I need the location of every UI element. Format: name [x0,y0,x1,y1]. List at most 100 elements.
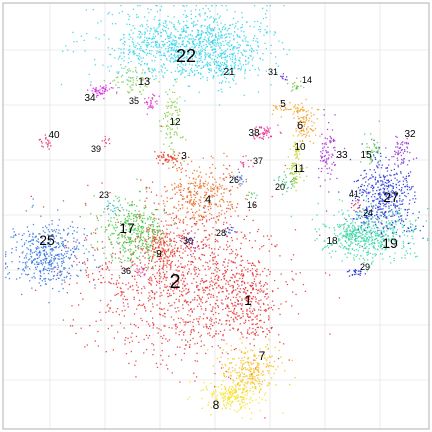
data-point [146,52,149,54]
data-point [146,241,148,243]
data-point [139,262,141,264]
data-point [209,254,212,257]
data-point [306,132,308,134]
data-point [128,238,130,240]
data-point [172,91,174,93]
data-point [224,392,226,394]
data-point [184,56,186,59]
data-point [274,32,277,34]
data-point [307,114,309,116]
data-point [206,262,209,264]
data-point [259,319,262,322]
data-point [208,209,210,211]
data-point [179,60,181,62]
data-point [140,248,142,250]
data-point [249,383,251,385]
data-point [190,261,192,263]
data-point [206,26,209,28]
data-point [142,57,144,59]
data-point [222,178,224,180]
data-point [222,393,224,396]
data-point [177,275,179,277]
data-point [175,81,177,83]
data-point [354,238,357,240]
data-point [389,224,392,226]
data-point [251,50,253,52]
data-point [107,224,110,226]
data-point [154,292,156,294]
data-point [366,246,368,248]
data-point [209,205,211,207]
data-point [295,189,297,192]
data-point [206,61,208,63]
data-point [216,296,218,298]
data-point [202,289,204,292]
data-point [153,298,156,300]
data-point [370,203,372,205]
data-point [355,255,357,258]
data-point [200,345,202,347]
data-point [365,208,368,211]
data-point [168,293,171,295]
data-point [401,226,404,228]
data-point [230,316,232,319]
data-point [240,379,242,381]
data-point [194,196,197,199]
data-point [167,101,169,103]
data-point [217,241,219,243]
data-point [366,221,368,223]
data-point [139,5,141,7]
data-point [295,108,297,110]
data-point [166,236,168,238]
data-point [237,394,239,396]
data-point [388,247,390,249]
data-point [110,262,112,264]
data-point [233,388,235,390]
data-point [360,236,362,239]
data-point [153,236,156,238]
data-point [191,282,193,285]
data-point [188,271,190,273]
data-point [167,153,169,156]
data-point [163,243,165,246]
data-point [229,329,231,331]
data-point [176,346,179,348]
data-point [295,130,297,132]
data-point [229,208,231,210]
data-point [246,389,248,392]
data-point [173,272,175,275]
data-point [137,229,140,231]
data-point [290,181,292,183]
data-point [360,232,362,234]
data-point [298,123,301,125]
data-point [124,217,126,220]
data-point [251,48,253,50]
data-point [187,182,190,185]
data-point [234,11,236,13]
data-point [167,93,169,96]
data-point [145,310,147,312]
data-point [152,243,155,246]
data-point [203,196,205,199]
data-point [256,318,258,320]
data-point [247,194,249,196]
data-point [238,44,240,46]
data-point [302,145,304,147]
data-point [205,352,207,355]
data-point [409,247,411,250]
data-point [176,111,179,114]
data-point [196,62,198,64]
data-point [241,392,243,394]
data-point [97,22,99,24]
data-point [134,95,136,98]
data-point [224,27,227,29]
data-point [161,232,164,234]
data-point [162,44,164,46]
data-point [268,250,270,252]
data-point [345,247,348,250]
data-point [192,204,194,206]
data-point [167,249,170,251]
data-point [246,194,248,196]
data-point [148,262,150,265]
data-point [213,217,215,219]
